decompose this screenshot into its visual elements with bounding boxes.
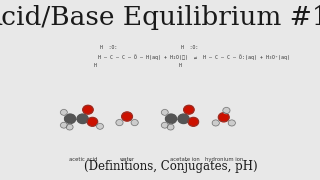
Text: acetic acid: acetic acid — [69, 157, 98, 162]
Text: hydronium ion: hydronium ion — [204, 157, 243, 162]
Circle shape — [66, 124, 73, 130]
Text: H: H — [179, 63, 182, 68]
Circle shape — [83, 105, 93, 114]
Text: H  :O:: H :O: — [181, 45, 198, 50]
Circle shape — [228, 120, 235, 126]
Text: water: water — [119, 157, 135, 162]
Circle shape — [218, 113, 229, 122]
Text: Acid/Base Equilibrium #1:: Acid/Base Equilibrium #1: — [0, 5, 320, 30]
Circle shape — [161, 122, 168, 128]
Circle shape — [161, 109, 168, 115]
Text: H: H — [94, 63, 97, 68]
Circle shape — [165, 114, 177, 123]
Circle shape — [223, 107, 230, 114]
Circle shape — [60, 122, 67, 128]
Circle shape — [167, 124, 174, 130]
Circle shape — [212, 120, 219, 126]
Circle shape — [188, 117, 198, 126]
Text: H – C – C – Ö – H(aq) + H₂O(ℓ)  ⇌  H – C – C – Ö:(aq) + H₃O⁺(aq): H – C – C – Ö – H(aq) + H₂O(ℓ) ⇌ H – C –… — [98, 54, 290, 60]
Circle shape — [77, 114, 88, 123]
Circle shape — [87, 117, 98, 126]
Text: H  :O:: H :O: — [100, 45, 118, 50]
Text: (Definitions, Conjugates, pH): (Definitions, Conjugates, pH) — [84, 160, 257, 173]
Circle shape — [97, 123, 103, 129]
Circle shape — [65, 114, 76, 123]
Circle shape — [178, 114, 189, 123]
Circle shape — [131, 120, 138, 126]
Text: acetate ion: acetate ion — [170, 157, 199, 162]
Circle shape — [184, 105, 194, 114]
Circle shape — [122, 112, 132, 121]
Circle shape — [60, 109, 67, 115]
Circle shape — [116, 120, 123, 126]
